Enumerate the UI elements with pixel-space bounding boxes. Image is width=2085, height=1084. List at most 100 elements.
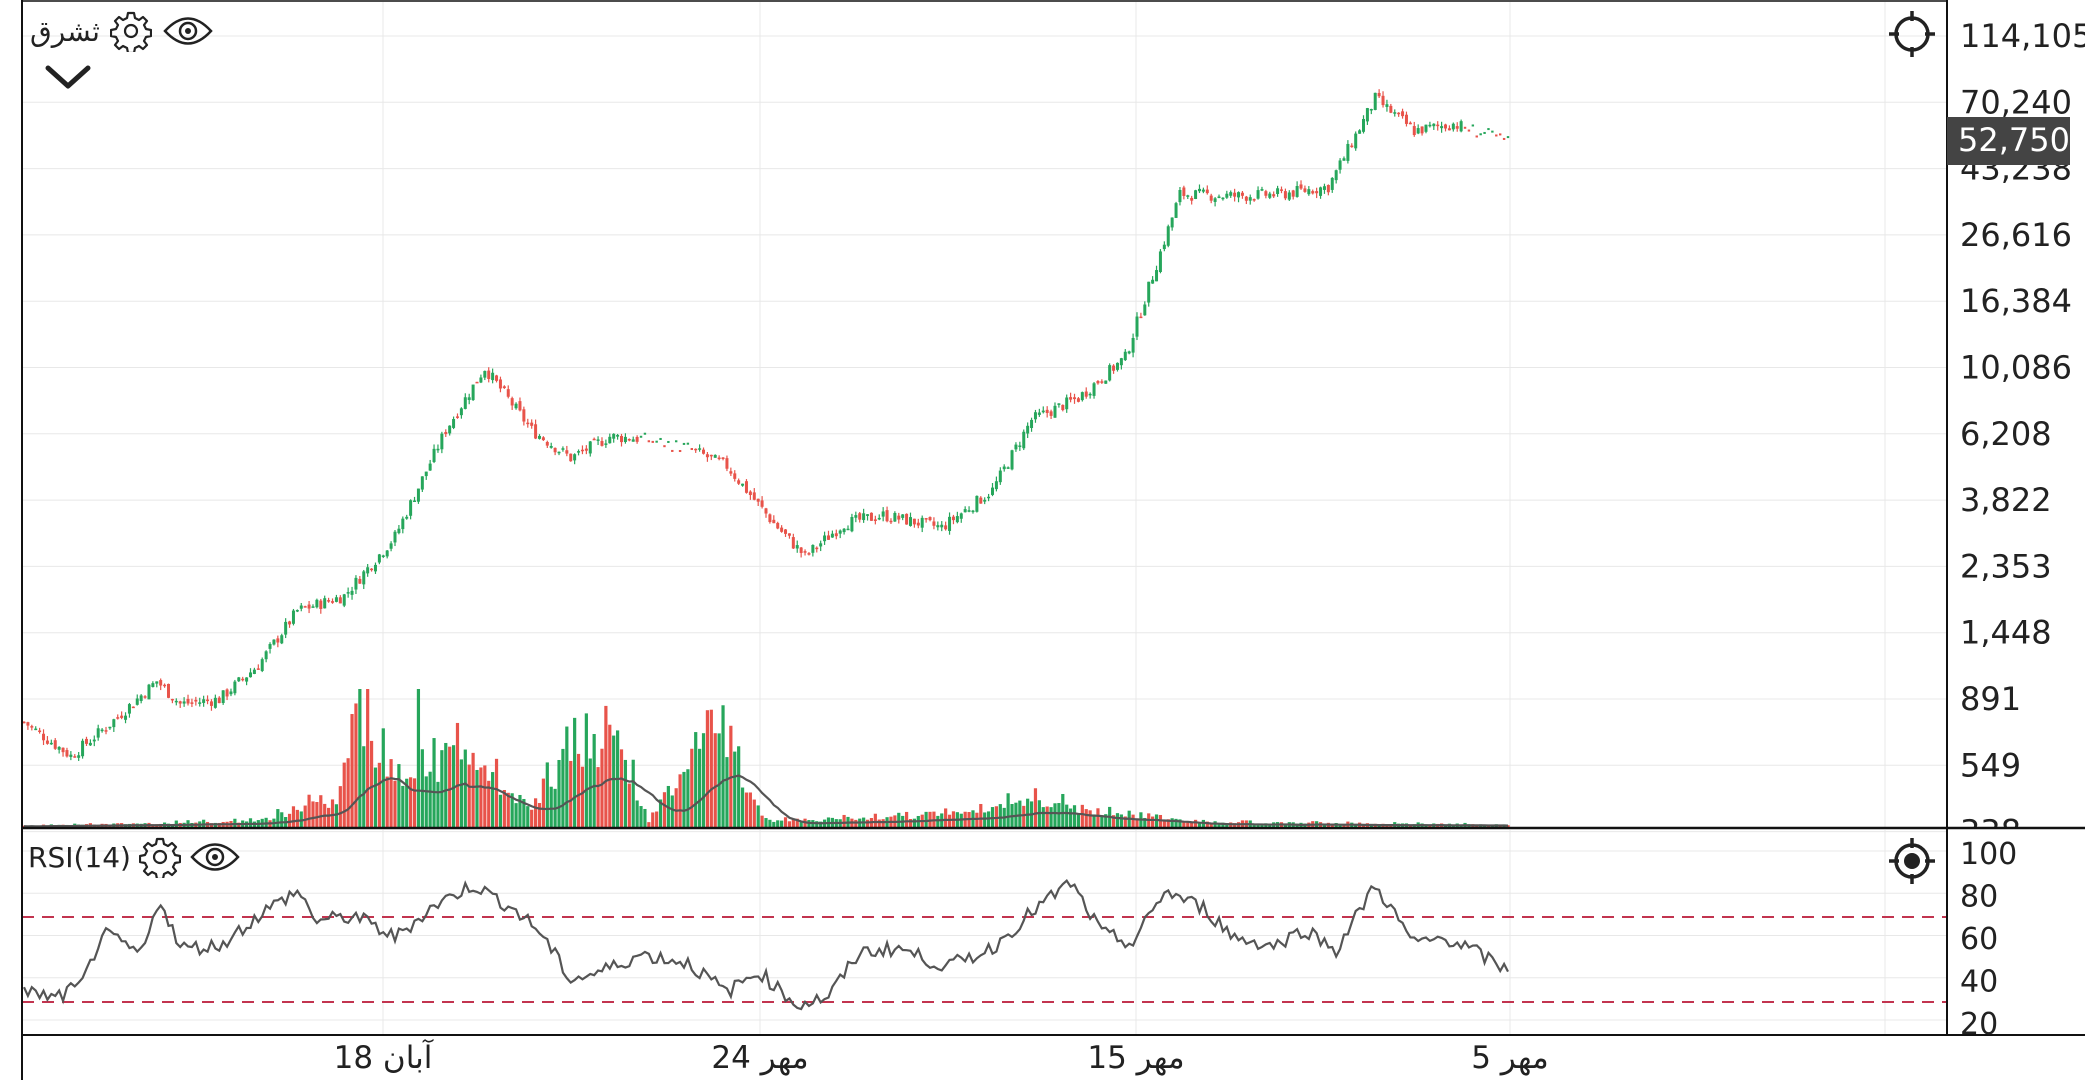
crosshair-icon[interactable] [1887,9,1937,59]
candle [944,525,948,530]
candle [834,533,838,537]
volume-bar [393,780,397,827]
volume-bar [319,795,323,827]
candle [358,578,362,584]
candle [1260,189,1264,191]
candle [217,697,221,704]
candle [1010,450,1014,470]
volume-bar [600,748,604,827]
candle [799,547,803,553]
candle [1428,124,1432,127]
volume-bar [764,818,768,827]
volume-bar [998,804,1002,827]
volume-bar [627,783,631,827]
candle [1127,351,1131,354]
volume-bar [701,733,706,827]
candle [1170,217,1174,228]
candle [1498,133,1502,136]
candle [1264,191,1268,196]
volume-bar [682,771,686,827]
candle [272,639,276,645]
candle [1276,188,1280,194]
volume-bar [315,802,319,827]
crosshair-icon[interactable] [1887,836,1937,886]
volume-bar [713,733,717,827]
volume-bar [436,781,440,827]
candle [674,440,678,443]
volume-bar [346,758,350,827]
volume-bar [518,794,522,827]
candle [1049,411,1053,416]
candle [1147,281,1151,303]
volume-bar [369,740,374,827]
volume-bar [565,726,569,827]
volume-bar [350,714,354,827]
candle [826,535,830,540]
candle [491,372,495,381]
volume-bar [467,764,471,827]
volume-bar [670,795,674,827]
candle [534,424,538,439]
chevron-down-icon[interactable] [44,62,92,92]
volume-bar [994,806,999,827]
volume-bar [592,734,596,827]
volume-bar [799,821,803,827]
eye-icon[interactable] [162,10,214,52]
candle [713,454,717,458]
candle [580,449,584,452]
candle [409,500,413,516]
candle [241,678,245,681]
candle [81,740,85,757]
candle [315,599,319,608]
candle [1393,112,1397,114]
candle [1041,410,1045,413]
rsi-axis[interactable]: 100 80 60 40 20 [1960,837,2017,1042]
candle [53,740,57,749]
time-axis[interactable]: 18 آبان 24 مهر 15 مهر 5 مهر [334,1038,1549,1076]
candle [1197,188,1201,192]
volume-bar [651,812,655,827]
candle [1268,193,1272,198]
candle [366,567,370,574]
price-axis[interactable]: 114,10570,24043,23826,61616,38410,0866,2… [1960,17,2085,851]
volume-bar [389,759,393,827]
candle [877,517,881,520]
candle [124,715,128,720]
candle [893,512,897,522]
candle [182,701,186,704]
candle [881,511,885,517]
gear-icon[interactable] [138,836,181,878]
candle [1006,467,1010,469]
candle [49,742,53,745]
volume-bar [307,794,311,827]
candle [1506,136,1510,139]
time-tick-label: 5 مهر [1471,1040,1549,1076]
eye-icon[interactable] [189,836,241,878]
candle [1365,108,1369,122]
symbol-label: ثشرق [30,14,100,48]
candle [932,521,936,526]
candle [30,726,34,728]
candle [323,598,327,609]
gear-icon[interactable] [109,10,152,52]
candle [237,677,241,682]
candle [1420,126,1424,134]
candle [338,597,342,604]
candle [34,728,38,731]
candle [1096,381,1100,384]
candle [663,445,666,448]
candle [565,450,569,454]
candle [1495,134,1498,137]
candle [584,448,588,451]
volume-bar [1061,793,1065,827]
candle [1069,397,1073,400]
candle [233,681,237,694]
volume-bar [1252,823,1256,827]
candle [1463,126,1467,129]
candle [1178,190,1182,203]
candle [1424,124,1428,132]
candle [690,448,693,451]
volume-bar [912,818,916,827]
volume-bar [1111,815,1116,827]
